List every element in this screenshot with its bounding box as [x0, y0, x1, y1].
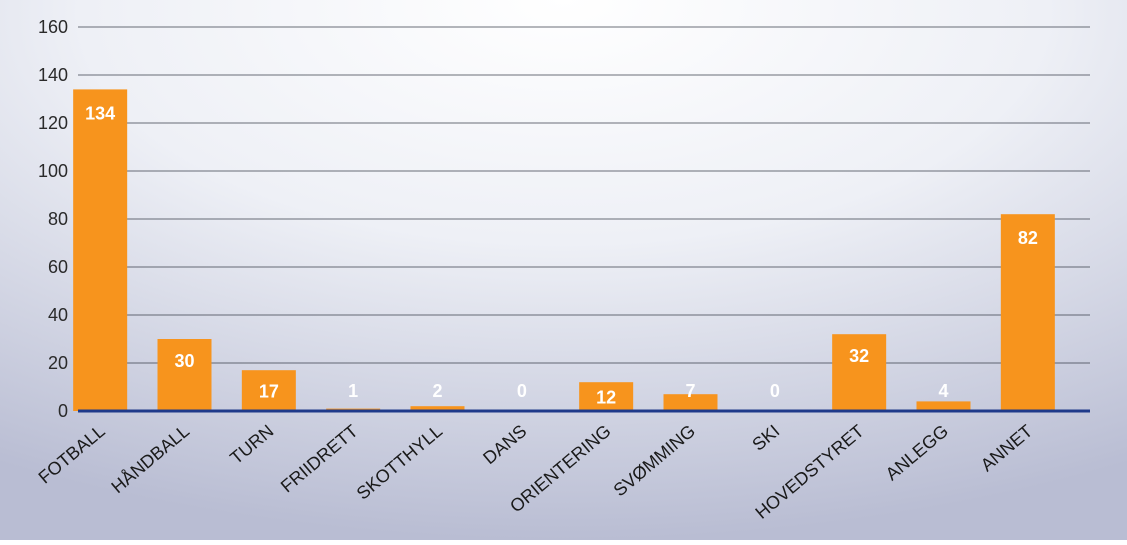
y-tick-label: 120: [38, 113, 68, 133]
data-label: 1: [348, 381, 358, 401]
y-tick-label: 100: [38, 161, 68, 181]
y-tick-label: 0: [58, 401, 68, 421]
bar-annet: [1000, 214, 1055, 411]
bar-hovedstyret: [832, 334, 887, 411]
data-label: 0: [517, 381, 527, 401]
bar-fotball: [73, 89, 128, 412]
bar-turn: [241, 370, 296, 411]
bar-håndball: [157, 339, 212, 411]
data-label: 134: [85, 103, 115, 123]
data-label: 30: [174, 351, 194, 371]
data-label: 7: [685, 381, 695, 401]
bars: [73, 89, 1055, 412]
y-axis-ticks: 0 20 40 60 80 100 120 140 160: [38, 17, 68, 421]
gridlines: [78, 26, 1090, 364]
bar-svømming: [663, 394, 718, 411]
data-label: 12: [596, 388, 616, 408]
data-label: 17: [259, 382, 279, 402]
bar-skotthyll: [410, 406, 465, 411]
data-label: 82: [1018, 228, 1038, 248]
y-tick-label: 40: [48, 305, 68, 325]
data-label: 4: [938, 381, 948, 401]
y-tick-label: 80: [48, 209, 68, 229]
y-tick-label: 20: [48, 353, 68, 373]
y-tick-label: 60: [48, 257, 68, 277]
bar-anlegg: [916, 401, 971, 411]
data-label: 32: [849, 346, 869, 366]
data-label: 0: [770, 381, 780, 401]
y-tick-label: 160: [38, 17, 68, 37]
y-tick-label: 140: [38, 65, 68, 85]
data-label: 2: [432, 381, 442, 401]
bar-orientering: [579, 382, 634, 411]
